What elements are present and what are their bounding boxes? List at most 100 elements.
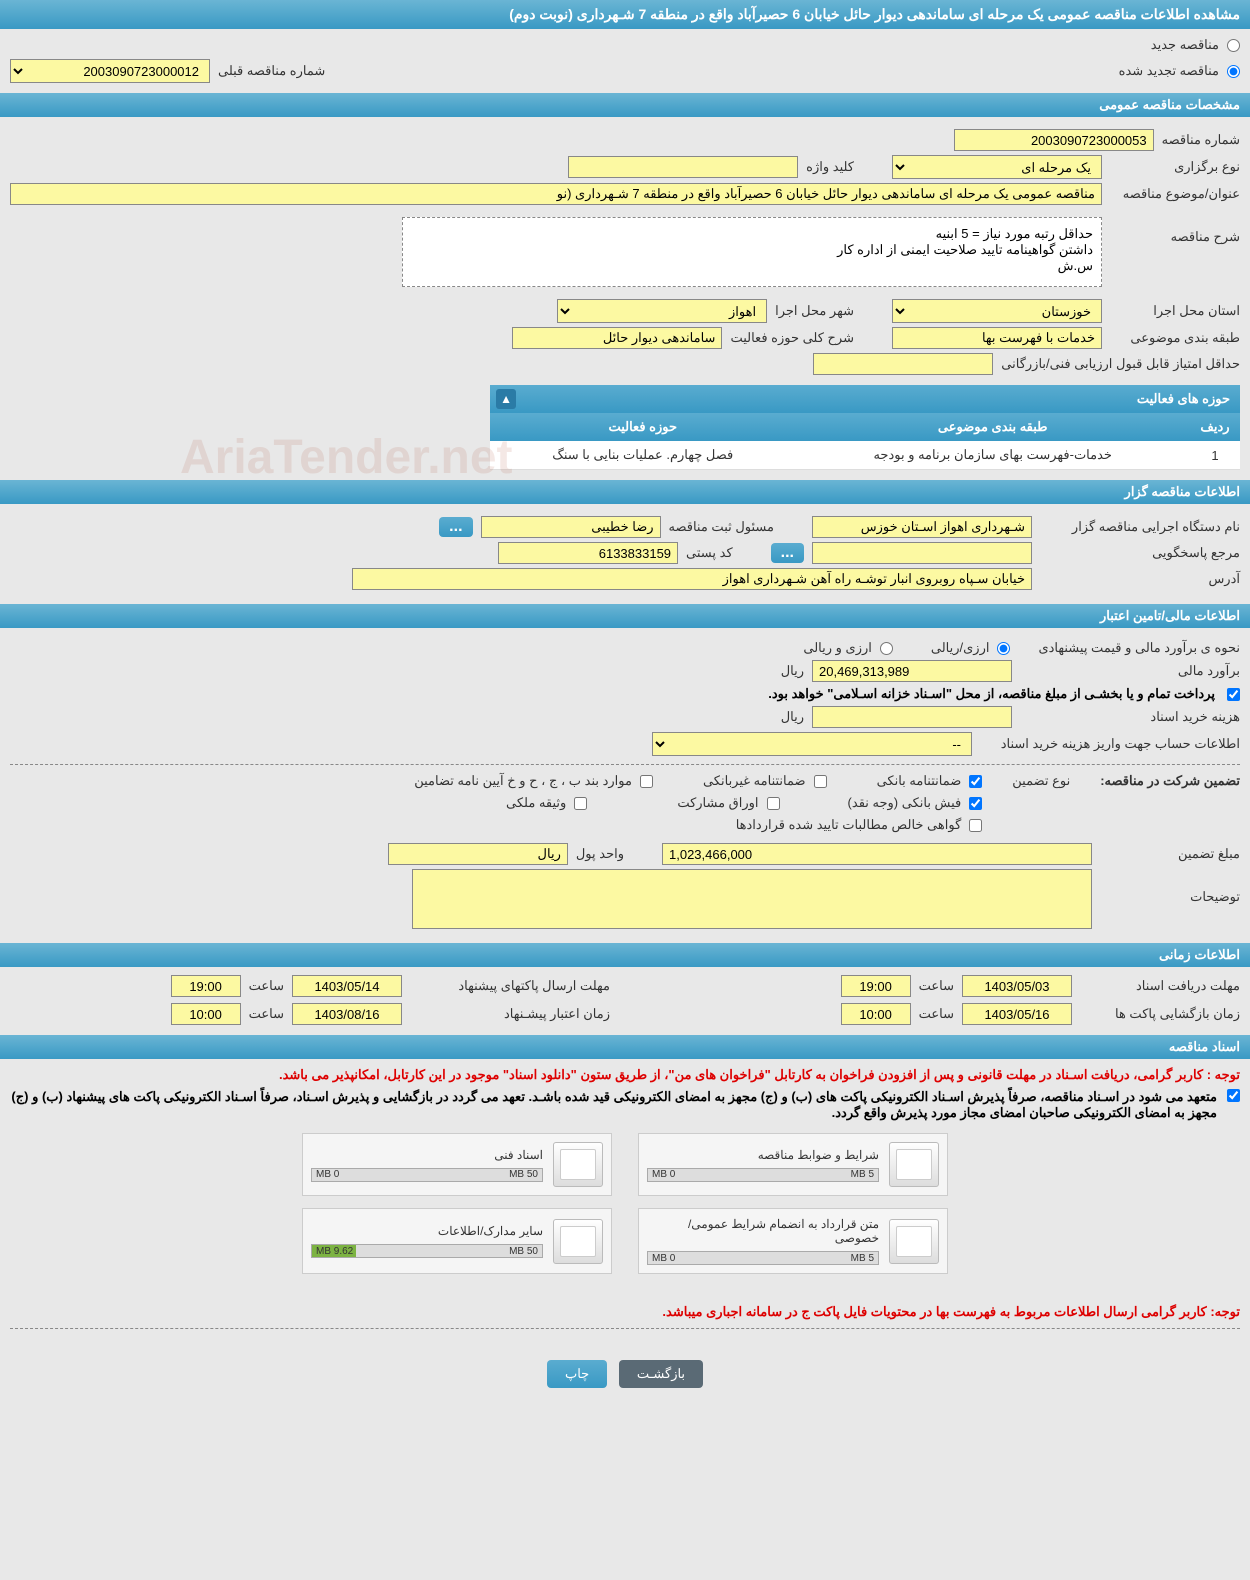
org-name-input[interactable] bbox=[812, 516, 1032, 538]
cb-articles[interactable] bbox=[640, 775, 653, 788]
account-info-select[interactable]: -- bbox=[652, 732, 972, 756]
opening-label: زمان بازگشایی پاکت ها bbox=[1080, 1006, 1240, 1022]
doc-box-contract[interactable]: متن قرارداد به انضمام شرایط عمومی/خصوصی … bbox=[638, 1208, 948, 1274]
responsible-ellipsis-button[interactable]: ... bbox=[439, 517, 472, 537]
address-input[interactable] bbox=[352, 568, 1032, 590]
contact-input[interactable] bbox=[812, 542, 1032, 564]
radio-currency-both[interactable] bbox=[880, 642, 893, 655]
doc-box-other[interactable]: سایر مدارک/اطلاعات 50 MB 9.62 MB bbox=[302, 1208, 612, 1274]
purchase-cost-input[interactable] bbox=[812, 706, 1012, 728]
guarantee-title-label: تضمین شرکت در مناقصه: bbox=[1100, 773, 1240, 789]
subject-label: عنوان/موضوع مناقصه bbox=[1110, 186, 1240, 202]
keyword-label: کلید واژه bbox=[806, 159, 854, 175]
receive-date-input[interactable] bbox=[962, 975, 1072, 997]
cb-nonbank-guarantee[interactable] bbox=[814, 775, 827, 788]
doc-note1: توجه : کاربر گرامی، دریافت اسـناد در مهل… bbox=[10, 1067, 1240, 1083]
col-activity: حوزه فعالیت bbox=[490, 413, 795, 441]
estimate-method-label: نحوه ی برآورد مالی و قیمت پیشنهادی bbox=[1038, 640, 1240, 656]
validity-date-input[interactable] bbox=[292, 1003, 402, 1025]
responsible-label: مسئول ثبت مناقصه bbox=[669, 519, 774, 535]
doc-box-terms[interactable]: شرایط و ضوابط مناقصه 5 MB 0 MB bbox=[638, 1133, 948, 1196]
org-name-label: نام دستگاه اجرایی مناقصه گزار bbox=[1040, 519, 1240, 535]
send-deadline-label: مهلت ارسال پاکتهای پیشنهاد bbox=[410, 978, 610, 994]
receive-time-input[interactable] bbox=[841, 975, 911, 997]
province-label: استان محل اجرا bbox=[1110, 303, 1240, 319]
col-row: ردیف bbox=[1190, 413, 1240, 441]
address-label: آدرس bbox=[1040, 571, 1240, 587]
activity-table-title: حوزه های فعالیت bbox=[1137, 391, 1230, 406]
activity-scope-input[interactable] bbox=[512, 327, 722, 349]
category-label: طبقه بندی موضوعی bbox=[1110, 330, 1240, 346]
guarantee-amount-input[interactable] bbox=[662, 843, 1092, 865]
postal-label: کد پستی bbox=[686, 545, 733, 561]
section-financial: اطلاعات مالی/تامین اعتبار bbox=[0, 604, 1250, 628]
min-score-input[interactable] bbox=[813, 353, 993, 375]
currency-unit-input[interactable] bbox=[388, 843, 568, 865]
print-button[interactable]: چاپ bbox=[547, 1360, 607, 1388]
responsible-input[interactable] bbox=[481, 516, 661, 538]
radio-renewed-tender[interactable] bbox=[1227, 65, 1240, 78]
type-label: نوع برگزاری bbox=[1110, 159, 1240, 175]
col-category: طبقه بندی موضوعی bbox=[795, 413, 1190, 441]
cb-participation[interactable] bbox=[767, 797, 780, 810]
currency-unit-label: واحد پول bbox=[576, 846, 624, 862]
description-label: شرح مناقصه bbox=[1110, 209, 1240, 245]
activity-scope-label: شرح کلی حوزه فعالیت bbox=[730, 330, 854, 346]
notes-label: توضیحات bbox=[1100, 869, 1240, 905]
validity-time-input[interactable] bbox=[171, 1003, 241, 1025]
doc-box-technical[interactable]: اسناد فنی 50 MB 0 MB bbox=[302, 1133, 612, 1196]
section-general: مشخصات مناقصه عمومی bbox=[0, 93, 1250, 117]
cb-bank-guarantee[interactable] bbox=[969, 775, 982, 788]
guarantee-type-label: نوع تضمین bbox=[1012, 773, 1070, 789]
type-select[interactable]: یک مرحله ای bbox=[892, 155, 1102, 179]
table-row: 1 خدمات-فهرست بهای سازمان برنامه و بودجه… bbox=[490, 441, 1240, 470]
folder-icon bbox=[889, 1219, 939, 1264]
treasury-note: پرداخت تمام و یا بخشـی از مبلغ مناقصه، ا… bbox=[768, 686, 1215, 702]
prev-number-label: شماره مناقصه قبلی bbox=[218, 63, 325, 79]
send-time-input[interactable] bbox=[171, 975, 241, 997]
number-label: شماره مناقصه bbox=[1162, 132, 1240, 148]
province-select[interactable]: خوزستان bbox=[892, 299, 1102, 323]
opening-time-input[interactable] bbox=[841, 1003, 911, 1025]
description-textarea[interactable] bbox=[402, 217, 1102, 287]
prev-number-select[interactable]: 2003090723000012 bbox=[10, 59, 210, 83]
purchase-cost-unit: ریال bbox=[781, 709, 804, 725]
contact-label: مرجع پاسخگویی bbox=[1040, 545, 1240, 561]
folder-icon bbox=[553, 1219, 603, 1264]
radio-renewed-label: مناقصه تجدید شده bbox=[1119, 63, 1219, 79]
radio-new-label: مناقصه جدید bbox=[1151, 37, 1219, 53]
number-input[interactable] bbox=[954, 129, 1154, 151]
min-score-label: حداقل امتیاز قابل قبول ارزیابی فنی/بازرگ… bbox=[1001, 356, 1240, 372]
postal-input[interactable] bbox=[498, 542, 678, 564]
notes-textarea[interactable] bbox=[412, 869, 1092, 929]
doc-note2: متعهد می شود در اسـناد مناقصه، صرفاً پذی… bbox=[10, 1089, 1217, 1121]
radio-currency-rial[interactable] bbox=[997, 642, 1010, 655]
section-documents: اسناد مناقصه bbox=[0, 1035, 1250, 1059]
city-select[interactable]: اهواز bbox=[557, 299, 767, 323]
category-input[interactable] bbox=[892, 327, 1102, 349]
doc-note3: توجه: کاربر گرامی ارسال اطلاعات مربوط به… bbox=[10, 1304, 1240, 1320]
cb-property[interactable] bbox=[574, 797, 587, 810]
cb-contract-receivables[interactable] bbox=[969, 819, 982, 832]
opening-date-input[interactable] bbox=[962, 1003, 1072, 1025]
treasury-checkbox[interactable] bbox=[1227, 688, 1240, 701]
collapse-icon[interactable]: ▲ bbox=[496, 389, 516, 409]
subject-input[interactable] bbox=[10, 183, 1102, 205]
commitment-checkbox[interactable] bbox=[1227, 1089, 1240, 1102]
estimate-label: برآورد مالی bbox=[1020, 663, 1240, 679]
city-label: شهر محل اجرا bbox=[775, 303, 854, 319]
estimate-unit: ریال bbox=[781, 663, 804, 679]
validity-label: زمان اعتبار پیشـنهاد bbox=[410, 1006, 610, 1022]
estimate-input[interactable] bbox=[812, 660, 1012, 682]
keyword-input[interactable] bbox=[568, 156, 798, 178]
guarantee-amount-label: مبلغ تضمین bbox=[1100, 846, 1240, 862]
back-button[interactable]: بازگشـت bbox=[619, 1360, 703, 1388]
radio-new-tender[interactable] bbox=[1227, 39, 1240, 52]
section-organizer: اطلاعات مناقصه گزار bbox=[0, 480, 1250, 504]
contact-ellipsis-button[interactable]: ... bbox=[771, 543, 804, 563]
cb-bank-receipt[interactable] bbox=[969, 797, 982, 810]
receive-deadline-label: مهلت دریافت اسناد bbox=[1080, 978, 1240, 994]
purchase-cost-label: هزینه خرید اسناد bbox=[1020, 709, 1240, 725]
send-date-input[interactable] bbox=[292, 975, 402, 997]
folder-icon bbox=[553, 1142, 603, 1187]
